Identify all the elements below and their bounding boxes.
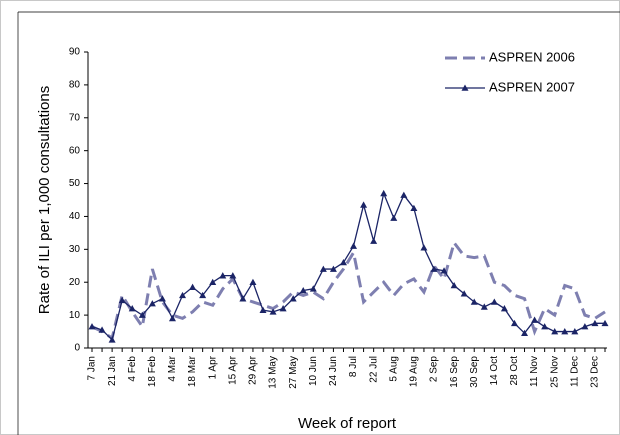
- point-marker: [370, 237, 378, 244]
- point-marker: [239, 295, 247, 302]
- x-tick-label: 2 Sep: [429, 356, 440, 383]
- point-marker: [541, 323, 549, 330]
- point-marker: [269, 308, 277, 315]
- x-tick-label: 19 Aug: [409, 356, 420, 387]
- point-marker: [450, 282, 458, 289]
- x-tick-label: 10 Jun: [308, 356, 319, 386]
- point-marker: [561, 328, 569, 335]
- point-marker: [591, 319, 599, 327]
- x-tick-label: 8 Jul: [348, 356, 359, 377]
- x-tick-label: 24 Jun: [328, 356, 339, 386]
- x-tick-label: 18 Feb: [147, 356, 158, 388]
- y-tick-label: 80: [69, 80, 81, 91]
- point-marker: [430, 265, 438, 272]
- point-marker: [128, 305, 136, 312]
- x-tick-label: 7 Jan: [87, 356, 98, 380]
- point-marker: [531, 316, 539, 323]
- point-marker: [199, 291, 207, 299]
- point-marker: [118, 296, 126, 304]
- point-marker: [490, 298, 498, 305]
- y-tick-label: 90: [69, 47, 81, 58]
- point-marker: [360, 201, 368, 208]
- point-marker: [571, 328, 579, 335]
- point-marker: [390, 214, 398, 221]
- point-marker: [148, 300, 156, 307]
- point-marker: [551, 328, 559, 335]
- point-marker: [400, 191, 408, 198]
- x-tick-label: 14 Oct: [489, 356, 500, 386]
- x-tick-label: 11 Dec: [569, 356, 580, 387]
- x-tick-label: 30 Sep: [469, 356, 480, 388]
- point-marker: [138, 311, 146, 318]
- y-tick-label: 70: [69, 112, 81, 123]
- y-tick-label: 10: [69, 310, 81, 321]
- x-tick-label: 15 Apr: [227, 355, 238, 385]
- x-tick-label: 13 May: [268, 356, 279, 389]
- point-marker: [460, 290, 468, 297]
- point-marker: [279, 305, 287, 312]
- y-tick-label: 30: [69, 244, 81, 255]
- x-tick-label: 22 Jul: [368, 356, 379, 383]
- point-marker: [510, 319, 518, 327]
- point-marker: [319, 265, 327, 272]
- series-line: [91, 191, 605, 342]
- point-marker: [219, 272, 227, 279]
- x-tick-label: 1 Apr: [207, 355, 218, 379]
- point-marker: [470, 298, 478, 305]
- point-marker: [440, 267, 448, 274]
- point-marker: [581, 323, 589, 330]
- x-tick-label: 4 Mar: [167, 355, 178, 381]
- x-tick-label: 23 Dec: [590, 356, 601, 388]
- legend-label: ASPREN 2007: [489, 79, 575, 94]
- point-marker: [350, 242, 358, 249]
- point-marker: [521, 329, 529, 336]
- point-marker: [88, 323, 96, 330]
- point-marker: [189, 283, 197, 290]
- point-marker: [209, 278, 217, 286]
- point-marker: [168, 314, 176, 322]
- point-marker: [108, 336, 116, 343]
- point-marker: [299, 286, 307, 294]
- x-tick-label: 29 Apr: [248, 355, 259, 385]
- y-tick-label: 0: [74, 343, 80, 354]
- x-tick-label: 25 Nov: [549, 356, 560, 388]
- point-marker: [380, 189, 388, 197]
- point-marker: [249, 278, 257, 286]
- point-marker: [329, 265, 337, 272]
- point-marker: [259, 306, 267, 313]
- x-axis-label: Week of report: [298, 415, 397, 432]
- point-marker: [158, 295, 166, 302]
- x-tick-label: 18 Mar: [187, 355, 198, 387]
- y-tick-label: 40: [69, 211, 81, 222]
- x-tick-label: 11 Nov: [529, 356, 540, 387]
- legend-label: ASPREN 2006: [489, 49, 575, 64]
- x-tick-label: 28 Oct: [509, 356, 520, 386]
- y-tick-label: 20: [69, 277, 81, 288]
- point-marker: [480, 303, 488, 310]
- x-tick-label: 4 Feb: [127, 356, 138, 382]
- x-tick-label: 27 May: [288, 356, 299, 389]
- x-tick-label: 21 Jan: [107, 356, 118, 386]
- y-tick-label: 50: [69, 178, 81, 189]
- point-marker: [229, 272, 237, 279]
- point-marker: [410, 204, 418, 212]
- series-line: [91, 239, 606, 341]
- point-marker: [601, 319, 609, 327]
- point-marker: [420, 244, 428, 251]
- x-tick-label: 16 Sep: [449, 356, 460, 388]
- point-marker: [500, 305, 508, 312]
- y-tick-label: 60: [69, 145, 81, 156]
- point-marker: [179, 291, 187, 299]
- y-axis-label: Rate of ILI per 1,000 consultations: [36, 86, 53, 314]
- legend-marker: [461, 84, 469, 91]
- point-marker: [289, 295, 297, 302]
- point-marker: [309, 285, 317, 292]
- point-marker: [98, 326, 106, 333]
- x-tick-label: 5 Aug: [388, 356, 399, 382]
- point-marker: [339, 258, 347, 266]
